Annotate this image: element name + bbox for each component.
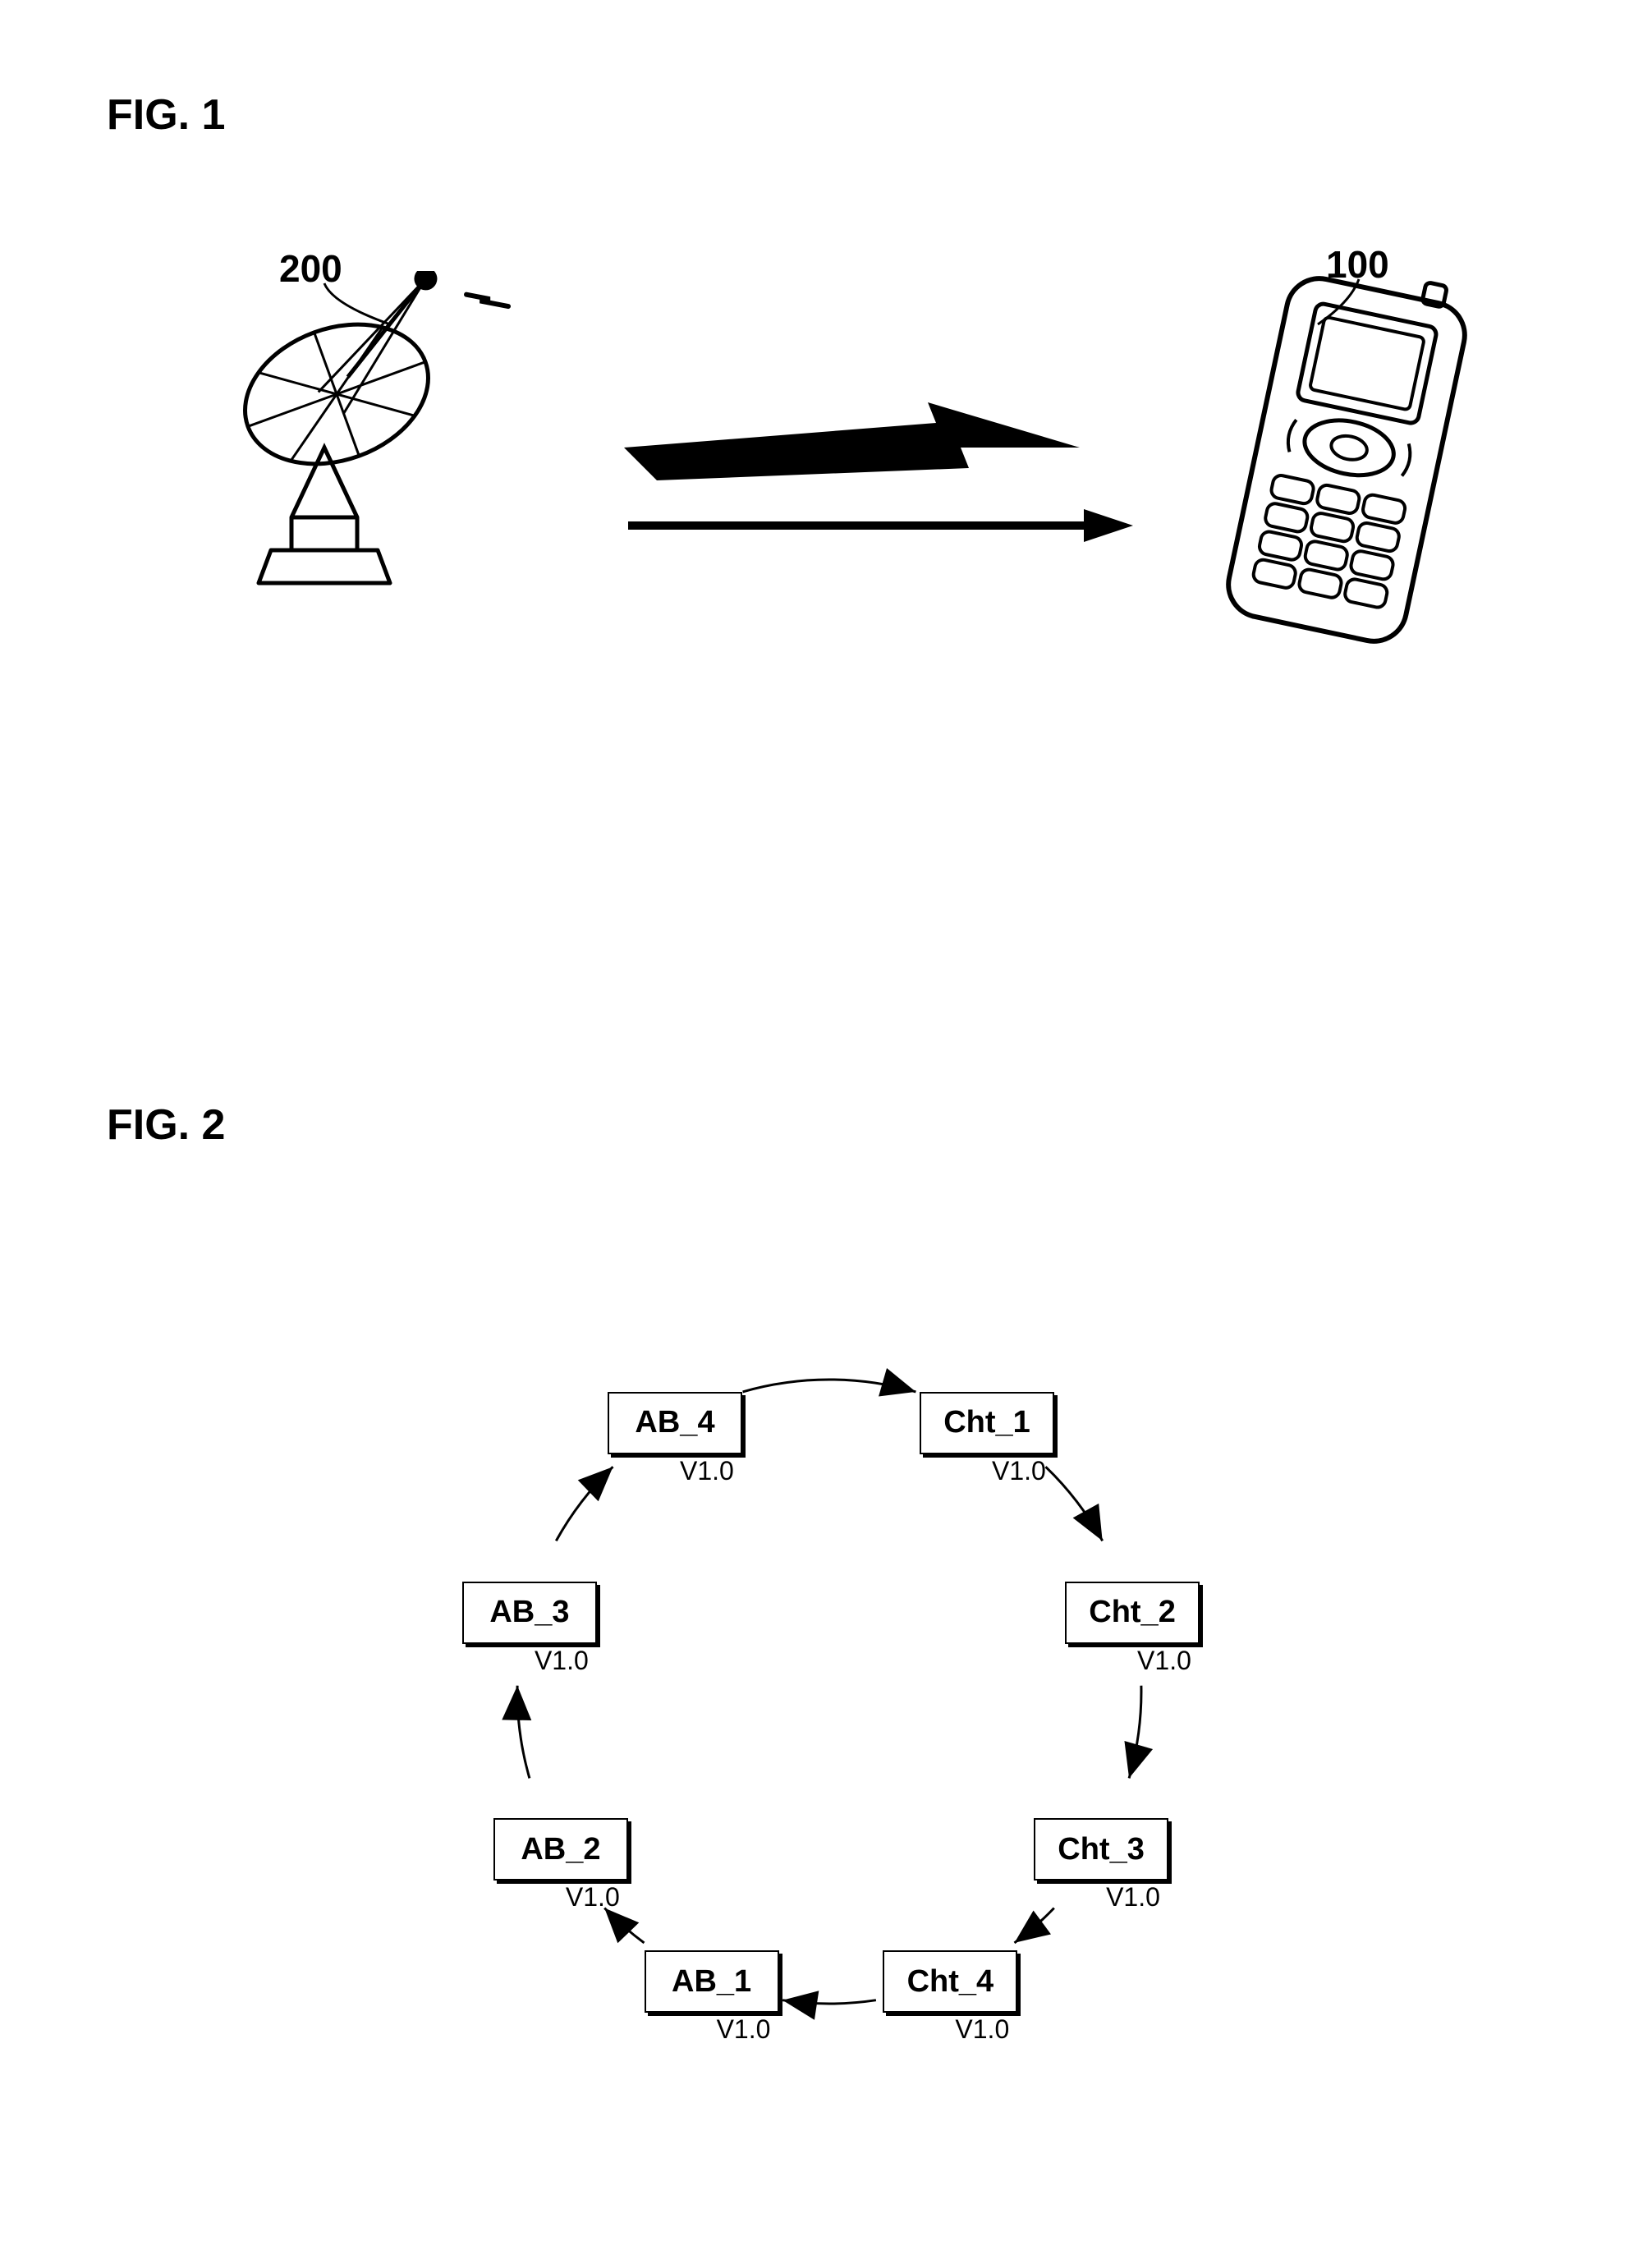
cycle-node-ab-1: AB_1 [645,1950,779,2013]
cycle-node-version: V1.0 [955,2014,1009,2045]
cycle-node-ab-4: AB_4 [608,1392,742,1454]
cycle-node-version: V1.0 [1106,1882,1160,1913]
cycle-node-version: V1.0 [717,2014,771,2045]
cycle-arc [556,1467,613,1541]
page: FIG. 1 200 100 [0,0,1652,2264]
cycle-node-version: V1.0 [992,1456,1046,1486]
cycle-node-ab-2: AB_2 [493,1818,628,1881]
cycle-arc [1015,1908,1054,1943]
cycle-node-version: V1.0 [535,1646,589,1676]
figure-2-label: FIG. 2 [107,1100,225,1150]
cycle-arc [1046,1467,1103,1541]
cycle-arc [782,2000,876,2004]
cycle-arc [1129,1686,1141,1779]
antenna-icon [213,271,558,616]
cycle-node-version: V1.0 [1137,1646,1191,1676]
mobile-phone-icon [1199,263,1494,657]
transmission-arrows-icon [624,402,1150,558]
cycle-node-cht-1: Cht_1 [920,1392,1054,1454]
cycle-node-cht-3: Cht_3 [1034,1818,1168,1881]
figure-2-cycle-diagram [353,1297,1306,2119]
cycle-node-cht-2: Cht_2 [1065,1582,1200,1644]
cycle-arc [743,1380,916,1392]
cycle-arc [517,1686,530,1779]
cycle-node-version: V1.0 [680,1456,734,1486]
cycle-node-cht-4: Cht_4 [883,1950,1017,2013]
cycle-node-version: V1.0 [566,1882,620,1913]
cycle-node-ab-3: AB_3 [462,1582,597,1644]
cycle-arc [604,1908,644,1943]
